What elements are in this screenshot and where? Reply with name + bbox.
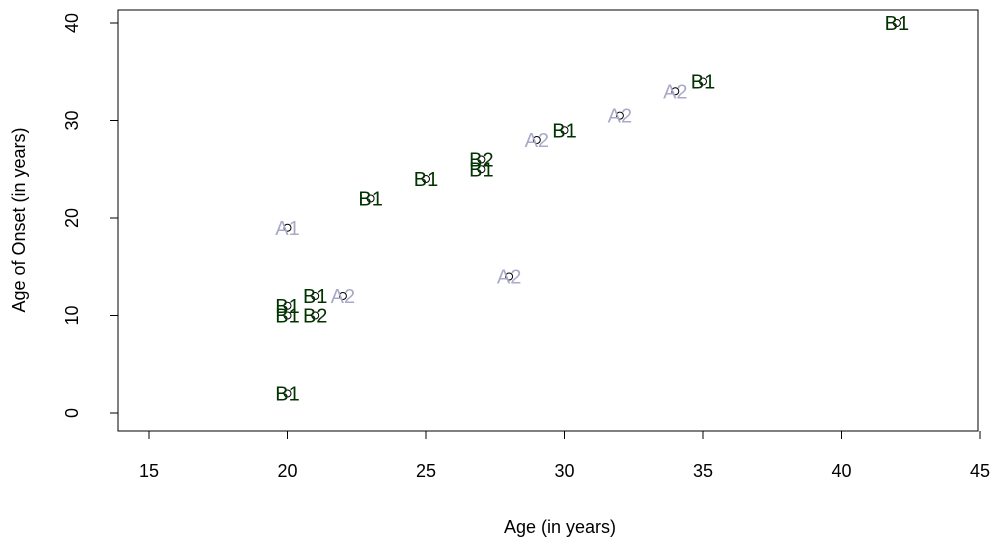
data-point-b1: B1 <box>552 120 576 142</box>
point-label: A2 <box>331 286 355 308</box>
x-axis: 15 20 25 30 35 40 45 <box>139 431 990 481</box>
point-label: A2 <box>497 267 521 289</box>
point-marker <box>505 272 514 281</box>
data-point-b2: B2 <box>469 150 493 172</box>
point-label: B1 <box>275 306 299 328</box>
point-marker <box>283 223 292 232</box>
point-label: B1 <box>358 189 382 211</box>
point-label: B2 <box>469 150 493 172</box>
data-point-a2: A2 <box>525 130 549 152</box>
point-label: A1 <box>275 218 299 240</box>
point-marker <box>892 19 901 27</box>
point-label: B1 <box>691 72 715 94</box>
point-label: B1 <box>275 384 299 406</box>
y-tick-label: 20 <box>62 208 82 228</box>
x-tick-label: 45 <box>970 461 990 481</box>
data-point-b1: B1 <box>358 189 382 211</box>
point-marker <box>422 175 430 183</box>
x-axis-title: Age (in years) <box>504 517 616 537</box>
point-marker <box>615 111 624 120</box>
y-axis-title: Age of Onset (in years) <box>9 127 29 312</box>
y-tick-label: 0 <box>62 408 82 418</box>
data-point-b1: B1 <box>275 306 299 328</box>
x-tick-label: 15 <box>139 461 159 481</box>
point-marker <box>532 136 541 144</box>
data-point-a2: A2 <box>331 286 355 308</box>
point-label: B1 <box>275 296 299 318</box>
point-label: A2 <box>608 106 632 128</box>
point-marker <box>366 194 375 203</box>
data-point-b1: B1 <box>414 169 438 191</box>
data-point-b1: B1 <box>303 286 327 308</box>
y-tick-label: 40 <box>62 13 82 33</box>
x-tick-label: 25 <box>416 461 436 481</box>
point-label: A2 <box>525 130 549 152</box>
data-point-a2: A2 <box>608 106 632 128</box>
point-label: B1 <box>303 286 327 308</box>
x-tick-label: 30 <box>554 461 574 481</box>
point-marker <box>671 87 680 96</box>
y-tick-label: 30 <box>62 110 82 130</box>
point-marker <box>311 292 320 300</box>
data-point-b2: B2 <box>303 306 327 328</box>
data-point-a2: A2 <box>497 267 521 289</box>
data-point-a1: A1 <box>275 218 299 240</box>
point-marker <box>311 311 320 320</box>
data-point-b1: B1 <box>691 72 715 94</box>
data-point-b1: B1 <box>275 384 299 406</box>
x-tick-label: 20 <box>277 461 297 481</box>
data-point-a2: A2 <box>663 81 687 103</box>
data-point-b1: B1 <box>469 159 493 181</box>
point-label: B2 <box>303 306 327 328</box>
x-tick-label: 40 <box>831 461 851 481</box>
point-marker <box>699 77 707 86</box>
point-marker <box>338 292 347 300</box>
point-label: B1 <box>414 169 438 191</box>
y-tick-label: 10 <box>62 305 82 325</box>
point-label: B1 <box>885 13 909 35</box>
data-point-b1: B1 <box>275 296 299 318</box>
point-marker <box>283 311 292 320</box>
plot-frame <box>117 9 979 432</box>
point-label: A2 <box>663 81 687 103</box>
point-marker <box>477 155 486 164</box>
point-marker <box>477 165 486 174</box>
y-axis: 0 10 20 30 40 <box>62 13 118 418</box>
data-point-b1: B1 <box>885 13 909 35</box>
point-marker <box>283 301 292 310</box>
point-marker <box>560 126 569 135</box>
point-label: B1 <box>552 120 576 142</box>
point-label: B1 <box>469 159 493 181</box>
point-marker <box>283 389 292 398</box>
x-tick-label: 35 <box>693 461 713 481</box>
